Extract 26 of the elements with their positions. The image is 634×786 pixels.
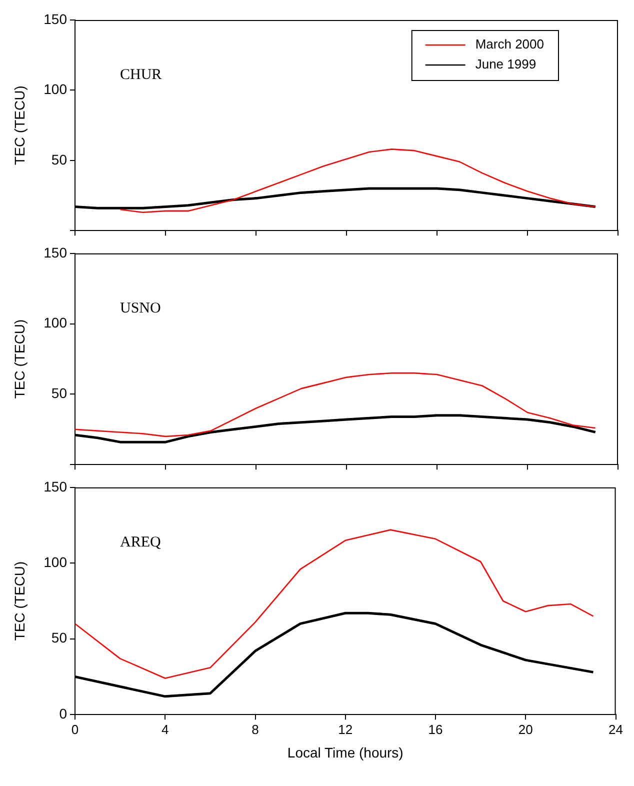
legend-label: June 1999 [475, 56, 536, 72]
x-tick-label: 16 [428, 722, 443, 737]
x-tick-label: 4 [162, 722, 169, 737]
y-tick-label: 50 [51, 630, 68, 646]
y-tick-label: 100 [44, 314, 68, 331]
y-tick-label: 0 [59, 705, 68, 722]
y-tick-label: 100 [44, 81, 68, 98]
legend-label: March 2000 [475, 36, 544, 52]
x-axis-title: Local Time (hours) [287, 744, 404, 760]
x-tick-label: 20 [518, 722, 533, 737]
x-tick-label: 24 [608, 722, 624, 737]
y-tick-label: 100 [44, 554, 68, 570]
y-tick-label: 50 [51, 385, 68, 402]
y-tick-label: 50 [51, 151, 68, 168]
y-axis-title: TEC (TECU) [11, 561, 28, 641]
y-axis-title: TEC (TECU) [11, 319, 28, 399]
y-axis-title: TEC (TECU) [11, 86, 28, 165]
y-tick-label: 150 [44, 478, 68, 494]
x-tick-label: 0 [71, 722, 79, 737]
x-tick-label: 8 [252, 722, 259, 737]
y-tick-label: 150 [44, 10, 68, 27]
x-tick-label: 12 [338, 722, 353, 737]
y-tick-label: 150 [44, 244, 68, 260]
annotation: CHUR [120, 66, 162, 83]
annotation: USNO [120, 300, 162, 316]
annotation: AREQ [120, 534, 161, 550]
